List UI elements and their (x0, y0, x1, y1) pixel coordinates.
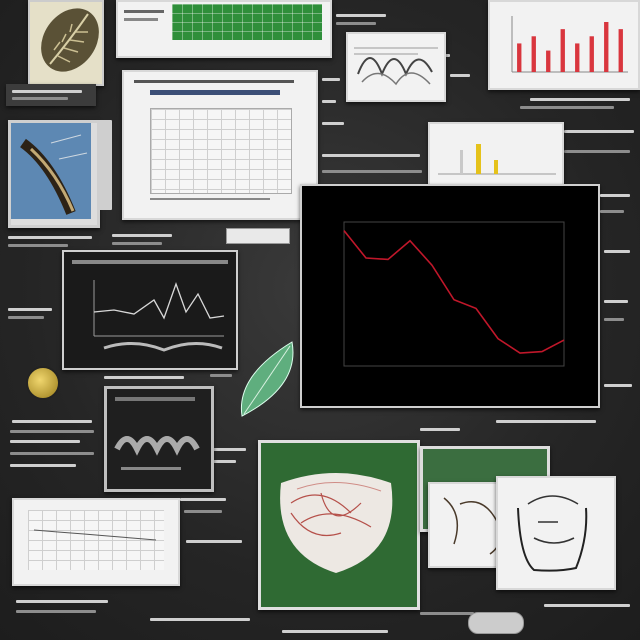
left-top-strip-block (6, 84, 96, 106)
line-drawing-card-2 (496, 476, 616, 590)
small-tag (226, 228, 290, 244)
center-grid-chart (150, 108, 292, 194)
yellow-bar-chart (438, 144, 556, 175)
sketch-drawing (354, 47, 438, 86)
sketch-card (346, 32, 446, 102)
leaf-photo-card (28, 0, 104, 86)
dark-line-chart (72, 260, 228, 352)
leaf-illustration (41, 8, 99, 72)
yellow-circle (26, 366, 60, 400)
specimen-photo-card (8, 120, 100, 228)
bar-chart-card (488, 0, 640, 90)
series-line (343, 230, 565, 354)
small-bar-chart (511, 16, 628, 73)
bottom-gauge (468, 612, 524, 634)
green-table-card (116, 0, 332, 58)
plot-frame (343, 221, 565, 367)
dark-line-chart-card (62, 250, 238, 370)
main-chart-card (300, 184, 600, 408)
green-leaf (240, 341, 294, 417)
bar (531, 36, 536, 72)
bar (517, 43, 522, 72)
bar (560, 29, 565, 72)
yellow-bar-card (428, 122, 564, 190)
bar (589, 36, 594, 72)
bar (575, 43, 580, 72)
green-table (172, 4, 322, 40)
main-line-chart (343, 221, 565, 367)
bottom-left-document (12, 498, 180, 586)
bar (618, 29, 623, 72)
specimen-bowl-photo (258, 440, 420, 610)
bar (546, 50, 551, 72)
specimen-illustration (11, 123, 91, 219)
specimen-frame-card (104, 386, 214, 492)
center-document-card (122, 70, 318, 220)
bar (604, 22, 609, 72)
